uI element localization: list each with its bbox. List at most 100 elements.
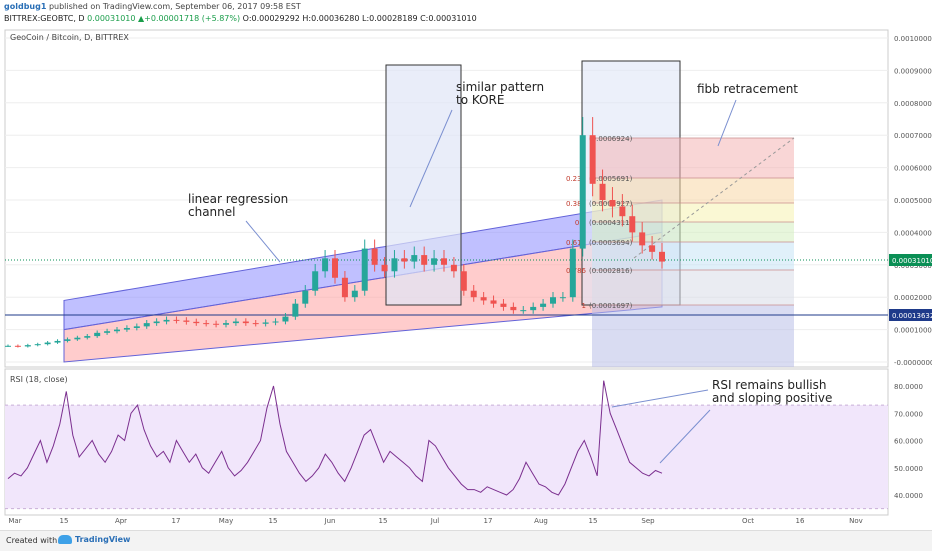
footer-bar: Created with TradingView [0, 530, 932, 551]
candle-body [480, 297, 487, 301]
candle-body [322, 258, 329, 272]
candle-body [371, 248, 378, 265]
candle-body [74, 337, 81, 340]
annotation-rsi-line: and sloping positive [712, 391, 832, 405]
candle-body [44, 342, 51, 345]
annotation-arrow [245, 220, 281, 263]
rsi-line [7, 380, 663, 496]
candle-body [609, 200, 616, 207]
price-tick-label: 0.00010000 [894, 327, 932, 335]
published-text: published on TradingView.com, September … [48, 2, 301, 11]
fib-value-label: (0.0003694) [589, 239, 633, 247]
candle-body [64, 339, 71, 341]
brand-label: TradingView [75, 535, 131, 544]
candle-body [104, 331, 111, 333]
candle-body [173, 319, 180, 321]
candle-body [282, 316, 289, 322]
candle-body [520, 310, 527, 312]
fib-ratio-label: 0.236 [566, 175, 587, 183]
annotation-regression: linear regression channel [188, 192, 288, 219]
symbol-label: BITTREX:GEOBTC, D [4, 14, 85, 23]
candle-body [5, 345, 11, 347]
candle-body [292, 303, 299, 317]
candle-body [332, 258, 338, 278]
fib-value-label: (0.0002816) [589, 267, 633, 275]
fib-zone [592, 242, 794, 270]
price-tick-label: -0.00000000 [894, 359, 932, 367]
candle-body [272, 321, 279, 323]
candle-body [629, 216, 636, 233]
x-tick-label: 15 [589, 517, 598, 525]
rsi-band [5, 405, 888, 509]
x-tick-label: 16 [796, 517, 805, 525]
candle-body [114, 329, 120, 332]
candle-body [14, 345, 21, 347]
candle-body [94, 332, 101, 337]
x-tick-label: Aug [534, 517, 548, 525]
publish-header: goldbug1 published on TradingView.com, S… [4, 2, 301, 11]
candle-body [34, 344, 41, 346]
candle-body [401, 258, 408, 262]
candle-body [649, 245, 656, 252]
candle-body [312, 271, 319, 291]
x-tick-label: Jul [430, 517, 440, 525]
candle-body [460, 271, 467, 291]
candle-body [441, 258, 447, 265]
candle-body [143, 323, 150, 327]
fib-value-label: (0.0004311) [589, 219, 633, 227]
candle-body [262, 322, 269, 324]
x-tick-label: Oct [742, 517, 754, 525]
candle-body [302, 290, 309, 304]
ohlc-values: O:0.00029292 H:0.00036280 L:0.00028189 C… [242, 14, 477, 23]
candle-body [361, 248, 368, 291]
annotation-similar-pattern-line: similar pattern [456, 80, 544, 94]
support-price-tag [889, 309, 932, 321]
x-tick-label: 17 [172, 517, 181, 525]
candle-body [411, 255, 418, 262]
candle-body [470, 290, 477, 298]
candle-body [123, 327, 130, 330]
annotation-similar-pattern-line: to KORE [456, 93, 504, 107]
candle-body [54, 340, 61, 343]
annotation-similar-pattern: similar pattern to KORE [456, 80, 544, 107]
rsi-tick-label: 60.0000 [894, 438, 923, 446]
annotation-rsi-line: RSI remains bullish [712, 378, 827, 392]
x-tick-label: 15 [269, 517, 278, 525]
annotation-rsi: RSI remains bullish and sloping positive [712, 378, 832, 405]
candle-body [163, 319, 170, 322]
candle-body [341, 277, 348, 298]
annotation-fibb-line: fibb retracement [697, 82, 798, 96]
rsi-pane: 80.0000 70.0000 60.0000 50.0000 40.0000 RSI (… [4, 368, 923, 516]
candle-body [133, 326, 140, 328]
x-tick-label: Sep [641, 517, 655, 525]
fib-zone [592, 270, 794, 305]
candle-body [559, 297, 566, 299]
rsi-tick-label: 80.0000 [894, 383, 923, 391]
fib-zone [592, 138, 794, 178]
author-link[interactable]: goldbug1 [4, 2, 47, 11]
support-price-label: 0.00013632 [892, 312, 932, 320]
price-pane-title: GeoCoin / Bitcoin, D, BITTREX [10, 33, 129, 42]
price-change: 0.00031010 ▲+0.00001718 (+5.87%) [87, 14, 241, 23]
fib-extension-zone [592, 305, 794, 367]
candle-body [530, 306, 537, 311]
fib-value-label: (0.0001697) [589, 302, 633, 310]
candle-body [599, 183, 606, 200]
x-tick-label: Jun [324, 517, 336, 525]
candle-body [421, 255, 428, 265]
x-tick-label: May [219, 517, 233, 525]
annotation-arrow [659, 409, 711, 464]
tradingview-logo[interactable]: TradingView [58, 535, 130, 544]
candle-body [193, 321, 200, 324]
fib-zone [592, 178, 794, 203]
created-with-label: Created with [6, 536, 58, 545]
candle-body [183, 320, 190, 322]
candle-body [252, 323, 259, 325]
